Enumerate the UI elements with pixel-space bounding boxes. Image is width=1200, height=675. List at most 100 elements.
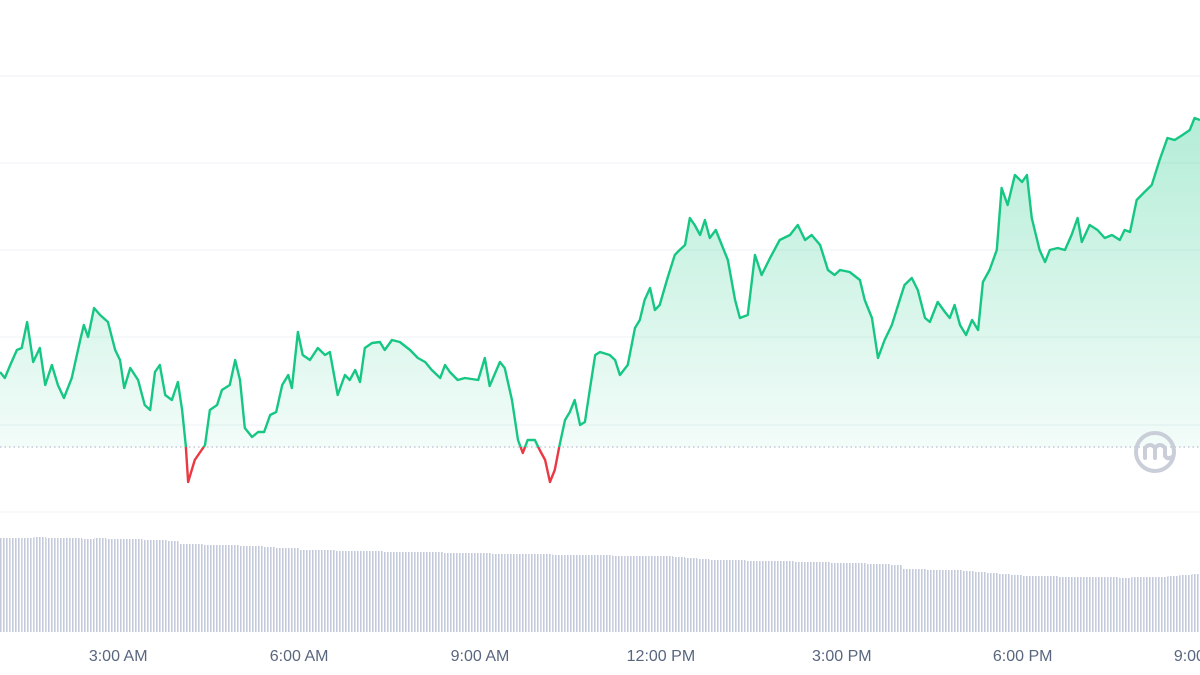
x-tick-label: 12:00 PM [627,648,695,665]
volume-bar [552,555,565,632]
volume-bar [1095,577,1108,632]
volume-bar [1083,577,1096,632]
volume-bar [660,556,673,632]
volume-bar [455,553,468,632]
volume-bar [612,556,625,632]
volume-bar [950,570,963,632]
volume-bar [685,558,698,632]
volume-bar [504,554,517,632]
volume-bar [94,538,107,632]
volume-bar [130,539,143,632]
volume-bar [1058,577,1071,632]
volume-bar [781,561,794,632]
volume-bar [118,539,131,632]
volume-bar [636,556,649,632]
volume-bar [1155,577,1168,632]
x-tick-label: 3:00 PM [812,648,872,665]
volume-bar [672,557,686,632]
volume-bar [624,556,637,632]
volume-bar [769,561,782,632]
x-tick-label: 6:00 PM [993,648,1053,665]
volume-bar [0,538,10,632]
volume-bar [106,539,119,632]
volume-bar [238,546,251,632]
volume-bar [202,545,215,632]
volume-bar [648,556,661,632]
volume-bar [492,554,505,632]
volume-bar [745,561,758,632]
plot [0,116,1200,484]
x-axis: 3:00 AM 6:00 AM 9:00 AM 12:00 PM 3:00 PM 6:00… [89,648,1200,665]
volume-bar [709,560,722,632]
volume-bar [299,550,312,632]
volume-bar [1034,576,1047,632]
volume-bar [383,552,396,632]
volume-bar [311,550,324,632]
x-tick-label: 9:00 AM [451,648,510,665]
volume-bar [82,539,95,632]
volume-bar [974,572,987,632]
volume-bar [1191,574,1200,632]
volume-bar [178,544,191,632]
volume-bar [371,551,384,632]
volume-bar [190,544,203,632]
volume-bar [1022,576,1035,632]
volume-bar [805,562,818,632]
volume-bar [1010,575,1023,632]
area [0,118,1200,447]
volume-bar [516,554,529,632]
volume-bar [1070,577,1084,632]
volume-bar [877,564,891,632]
volume-bar [407,552,420,632]
volume-bar [841,563,854,632]
x-tick-label: 3:00 AM [89,648,148,665]
volume-bar [733,560,746,632]
volume-bar [323,550,336,632]
volume-bar [1167,576,1180,632]
volume-bar [166,541,179,632]
volume-bar [33,537,46,632]
volume-bar [274,548,288,632]
price-line [0,116,1200,484]
volume-bar [9,538,22,632]
volume-bar [214,545,227,632]
volume-bar [250,546,263,632]
volume-bar [588,555,601,632]
volume-bar [926,570,939,632]
volume-bar [721,560,734,632]
volume-bar [226,545,239,632]
volume-bar [986,573,999,632]
volume-bar [395,552,408,632]
volume-bar [902,569,915,632]
volume-bar [443,553,456,632]
volume-bar [540,554,553,632]
volume-bar [1046,576,1059,632]
volume-bar [1107,577,1120,632]
volume-bar [998,574,1011,632]
volume-bar [1143,577,1156,632]
volume-bar [600,555,613,632]
volume-bar [1119,578,1132,632]
x-tick-label: 6:00 AM [270,648,329,665]
volume-bar [467,553,480,632]
volume-bar [57,538,70,632]
grid [0,75,1200,513]
volume-bar [576,555,589,632]
volume-bar [359,551,372,632]
volume-bar [480,553,493,632]
volume-bar [335,551,348,632]
volume-bar [697,559,710,632]
volume-bar [431,552,444,632]
volume-bar [1131,577,1144,632]
volume-bar [817,562,830,632]
volume-bar [69,538,83,632]
volume-bar [528,554,541,632]
volume-bar [853,563,866,632]
volume-bar [962,571,975,632]
volume [0,537,1200,632]
volume-bar [829,563,842,632]
volume-bar [914,569,927,632]
volume-bar [1179,575,1192,632]
